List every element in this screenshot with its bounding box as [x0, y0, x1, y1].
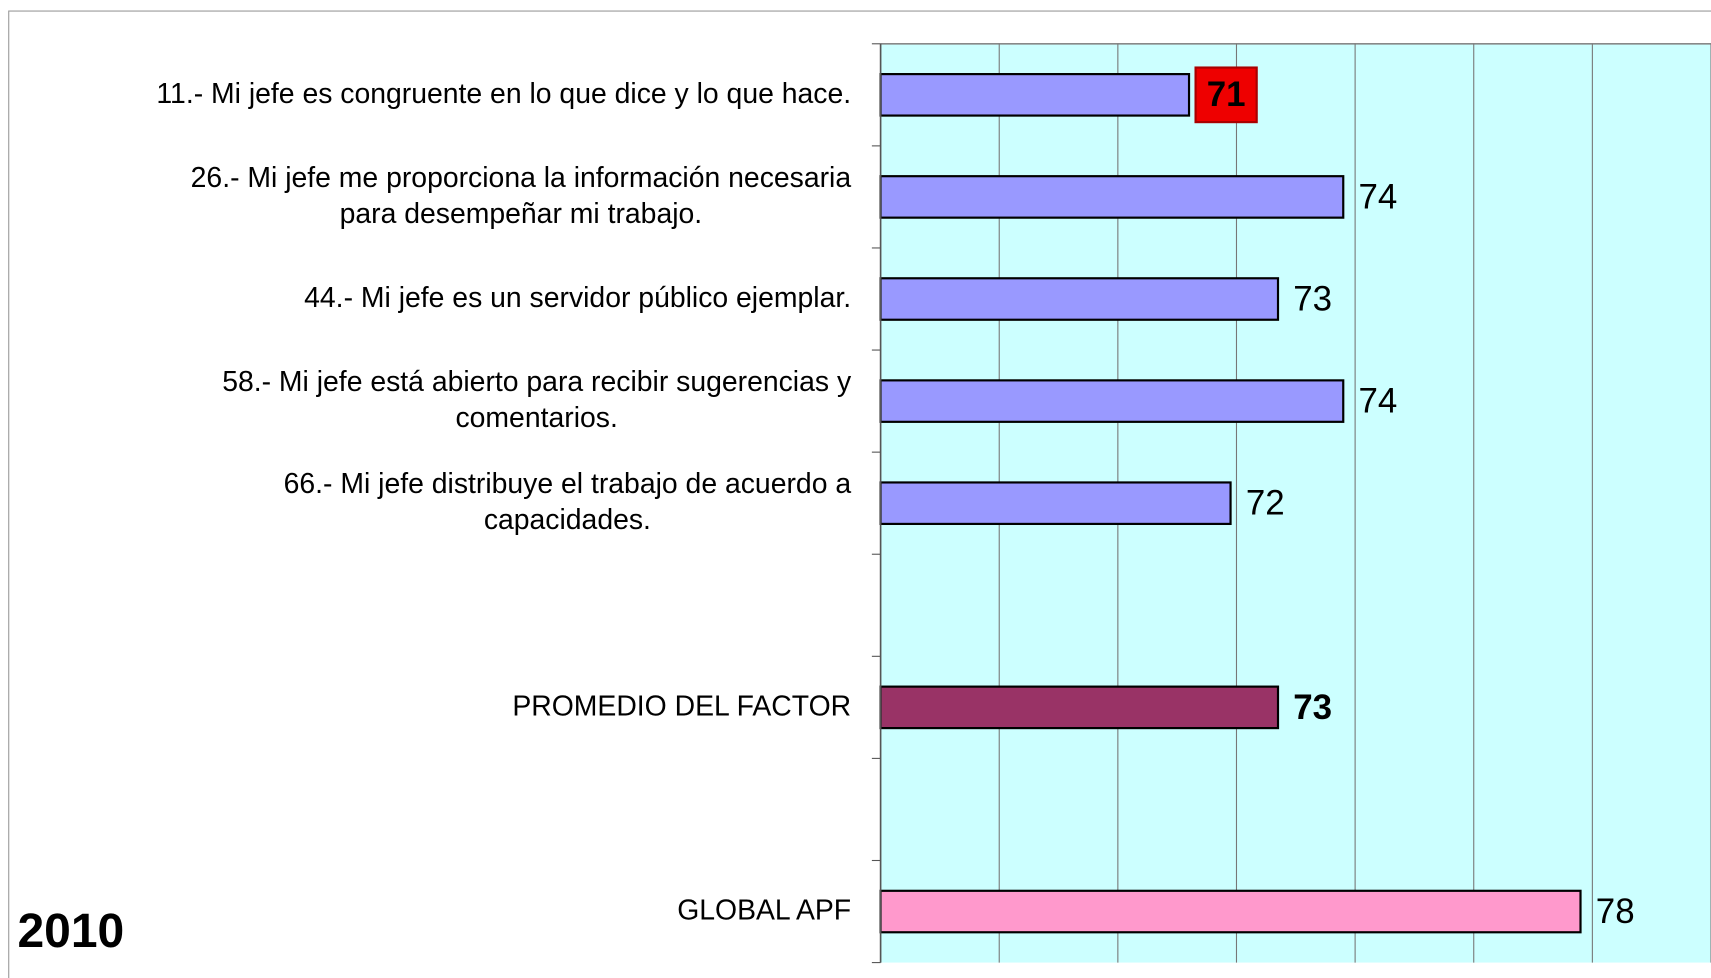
bar	[879, 889, 1582, 934]
category-label-line: 58.- Mi jefe está abierto para recibir s…	[222, 366, 852, 398]
bar	[879, 73, 1191, 117]
category-label-line: 11.- Mi jefe es congruente en lo que dic…	[156, 77, 851, 109]
year-annotation: 2010	[17, 905, 124, 958]
category-label: 66.- Mi jefe distribuye el trabajo de ac…	[284, 468, 852, 536]
value-label: 73	[1293, 279, 1332, 318]
bar	[879, 481, 1232, 526]
category-label: 26.- Mi jefe me proporciona la informaci…	[191, 161, 852, 229]
category-label: GLOBAL APF	[677, 894, 851, 926]
value-label: 73	[1293, 688, 1332, 727]
category-label: 58.- Mi jefe está abierto para recibir s…	[222, 366, 852, 434]
value-label-box	[1194, 66, 1258, 124]
value-label: 72	[1246, 484, 1285, 523]
category-label-line: 66.- Mi jefe distribuye el trabajo de ac…	[284, 468, 852, 500]
bar	[879, 277, 1280, 321]
bar	[879, 175, 1345, 219]
category-label-line: capacidades.	[484, 504, 651, 536]
category-label-line: PROMEDIO DEL FACTOR	[512, 690, 851, 722]
bar	[879, 685, 1280, 730]
value-label: 71	[1207, 75, 1246, 114]
category-label-line: 26.- Mi jefe me proporciona la informaci…	[191, 161, 852, 193]
bar	[879, 379, 1345, 423]
value-label: 78	[1596, 892, 1635, 931]
value-label: 74	[1359, 381, 1398, 420]
category-label-line: GLOBAL APF	[677, 894, 851, 926]
value-label: 74	[1359, 177, 1398, 216]
category-label: 11.- Mi jefe es congruente en lo que dic…	[156, 77, 851, 109]
bars: 71 74 73 74 72 73 78	[879, 66, 1635, 934]
category-label-line: 44.- Mi jefe es un servidor público ejem…	[304, 282, 851, 314]
category-label: PROMEDIO DEL FACTOR	[512, 690, 851, 722]
category-label: 44.- Mi jefe es un servidor público ejem…	[304, 282, 851, 314]
category-label-line: para desempeñar mi trabajo.	[340, 197, 703, 229]
category-label-line: comentarios.	[455, 402, 617, 434]
